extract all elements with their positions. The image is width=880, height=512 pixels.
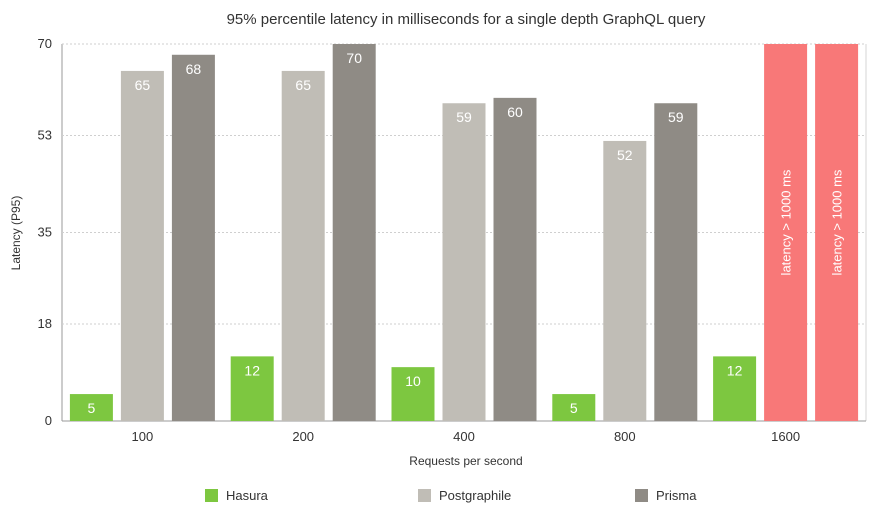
y-tick-label: 18 [38, 316, 52, 331]
bar-hasura [713, 356, 757, 421]
x-tick-label: 200 [292, 429, 314, 444]
y-tick-label: 70 [38, 36, 52, 51]
x-tick-label: 800 [614, 429, 636, 444]
x-axis-label: Requests per second [409, 454, 522, 468]
bar-value-label: 5 [570, 400, 578, 416]
y-axis-label: Latency (P95) [9, 196, 23, 271]
y-tick-label: 53 [38, 128, 52, 143]
bar-postgraphile [281, 70, 325, 421]
bar-overflow-postgraphile [764, 44, 808, 421]
bar-postgraphile [442, 103, 486, 421]
legend-swatch-postgraphile [418, 489, 431, 502]
y-tick-label: 35 [38, 225, 52, 240]
bar-postgraphile [120, 70, 164, 421]
bar-value-label: 60 [507, 104, 523, 120]
bar-overflow-label: latency > 1000 ms [830, 169, 845, 275]
x-tick-label: 400 [453, 429, 475, 444]
legend-swatch-prisma [635, 489, 648, 502]
bar-hasura [391, 367, 435, 421]
bar-hasura [552, 394, 596, 421]
x-tick-label: 100 [132, 429, 154, 444]
bar-value-label: 68 [186, 61, 202, 77]
x-tick-label: 1600 [771, 429, 800, 444]
bar-postgraphile [603, 140, 647, 421]
bar-value-label: 70 [346, 50, 362, 66]
bar-hasura [69, 394, 113, 421]
bar-value-label: 59 [668, 109, 684, 125]
legend-swatch-hasura [205, 489, 218, 502]
bar-value-label: 65 [135, 77, 151, 93]
bar-prisma [493, 97, 537, 421]
bar-value-label: 10 [405, 373, 421, 389]
y-tick-label: 0 [45, 413, 52, 428]
bar-value-label: 5 [88, 400, 96, 416]
bar-value-label: 12 [244, 362, 260, 378]
bar-value-label: 59 [456, 109, 472, 125]
bar-value-label: 65 [295, 77, 311, 93]
bar-hasura [230, 356, 274, 421]
legend-label-postgraphile: Postgraphile [439, 488, 511, 503]
bar-value-label: 12 [727, 362, 743, 378]
bar-prisma [332, 44, 376, 421]
bar-overflow-label: latency > 1000 ms [779, 169, 794, 275]
bar-overflow-prisma [815, 44, 859, 421]
bar-value-label: 52 [617, 147, 633, 163]
legend-label-hasura: Hasura [226, 488, 269, 503]
bar-prisma [171, 54, 215, 422]
legend-label-prisma: Prisma [656, 488, 697, 503]
chart-title: 95% percentile latency in milliseconds f… [227, 11, 706, 28]
bar-prisma [654, 103, 698, 421]
